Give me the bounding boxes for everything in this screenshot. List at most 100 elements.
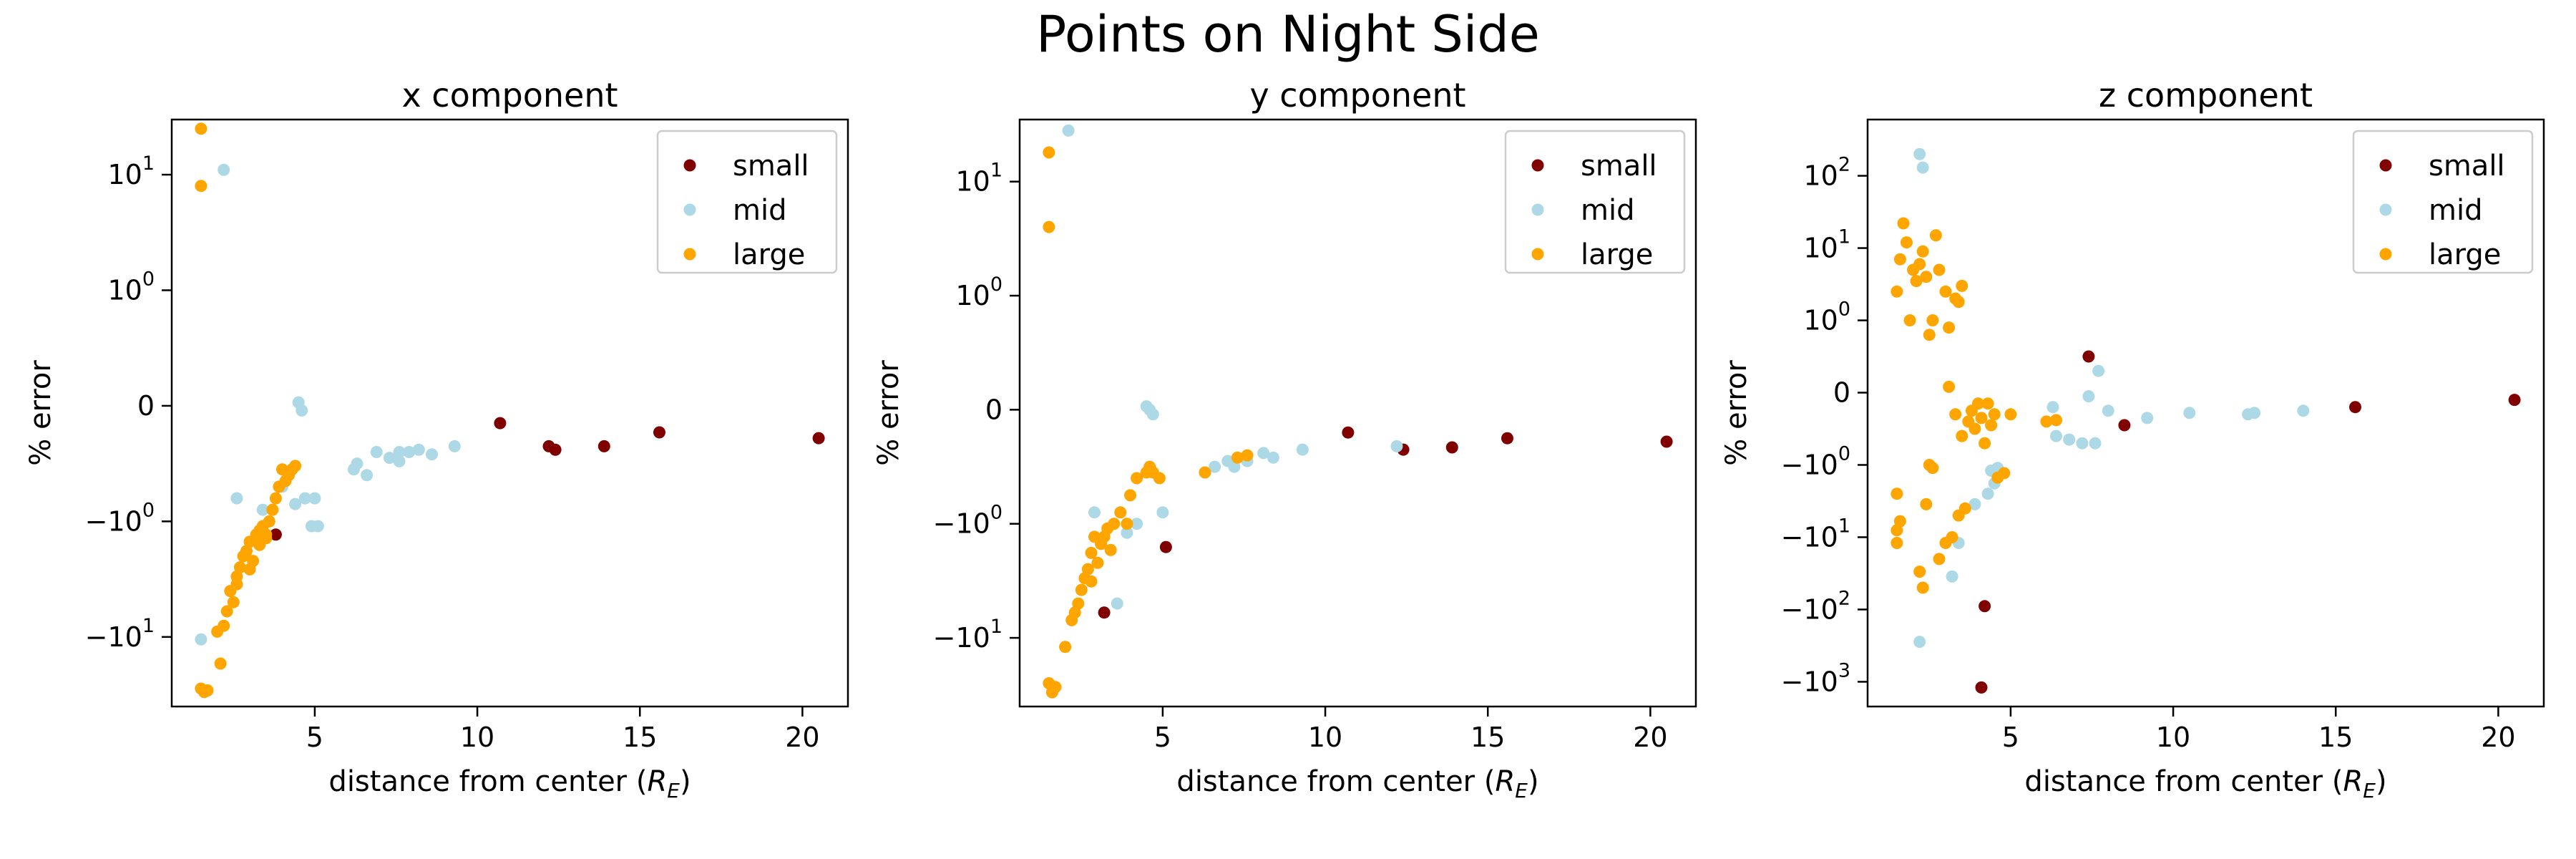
point-large bbox=[1972, 397, 1984, 410]
legend-label-large: large bbox=[733, 238, 805, 271]
point-mid bbox=[1156, 506, 1169, 519]
point-mid bbox=[2076, 437, 2089, 450]
point-mid bbox=[2183, 407, 2196, 419]
legend-label-mid: mid bbox=[1581, 194, 1634, 227]
panel-2: y component 5 10 15 20 101 100 0 −100 −101 distanc… bbox=[872, 76, 1697, 802]
y-tick-label: 0 bbox=[137, 390, 155, 422]
point-large bbox=[1901, 236, 1913, 249]
point-large bbox=[260, 532, 273, 545]
point-small bbox=[597, 440, 610, 452]
y-tick-label: 100 bbox=[1803, 299, 1850, 336]
point-large bbox=[1933, 553, 1946, 566]
legend-marker-mid bbox=[683, 203, 696, 216]
x-tick-label: 15 bbox=[623, 722, 657, 753]
point-large bbox=[1949, 408, 1962, 421]
point-large bbox=[1958, 502, 1971, 515]
point-large bbox=[1085, 575, 1098, 588]
point-large bbox=[240, 545, 253, 558]
point-mid bbox=[370, 446, 383, 458]
point-mid bbox=[2297, 404, 2310, 417]
legend: small mid large bbox=[656, 130, 838, 274]
point-small bbox=[2508, 394, 2521, 407]
point-small bbox=[1975, 681, 1988, 694]
point-mid bbox=[426, 448, 438, 461]
legend-label-small: small bbox=[733, 150, 809, 183]
point-mid bbox=[1228, 460, 1241, 473]
point-large bbox=[1049, 681, 1062, 694]
x-tick-label: 20 bbox=[1633, 722, 1667, 753]
point-small bbox=[1501, 432, 1513, 445]
scatter-points bbox=[195, 122, 825, 699]
point-large bbox=[1981, 397, 1994, 410]
point-mid bbox=[2063, 433, 2076, 446]
point-large bbox=[1926, 462, 1939, 475]
point-small bbox=[1660, 435, 1673, 448]
y-tick-label: 101 bbox=[107, 152, 155, 190]
point-mid bbox=[448, 440, 461, 452]
point-mid bbox=[1968, 498, 1981, 510]
point-mid bbox=[1913, 147, 1926, 160]
panel-1: x component 5 10 15 20 101 100 0 −100 −101 distanc… bbox=[24, 76, 849, 802]
point-large bbox=[1916, 245, 1929, 258]
point-mid bbox=[311, 520, 324, 533]
legend-label-large: large bbox=[2429, 238, 2501, 271]
point-large bbox=[1153, 472, 1166, 485]
legend: small mid large bbox=[2352, 130, 2534, 274]
y-tick-label: −101 bbox=[933, 616, 1002, 654]
point-small bbox=[653, 426, 665, 439]
point-large bbox=[1975, 412, 1988, 424]
point-mid bbox=[2141, 412, 2154, 424]
point-large bbox=[2004, 408, 2017, 421]
legend-box bbox=[656, 130, 838, 274]
x-tick-label: 10 bbox=[1308, 722, 1342, 753]
point-small bbox=[1979, 600, 1991, 613]
axes-frame bbox=[1018, 118, 1697, 708]
x-tick-label: 5 bbox=[1154, 722, 1171, 753]
legend-box bbox=[2352, 130, 2534, 274]
y-tick-label: −101 bbox=[85, 615, 155, 653]
y-tick-label: 0 bbox=[985, 394, 1002, 425]
point-large bbox=[1943, 321, 1956, 334]
axes-frame bbox=[170, 118, 849, 708]
point-mid bbox=[1146, 408, 1159, 421]
point-large bbox=[1081, 563, 1094, 576]
panel-title: x component bbox=[401, 76, 618, 115]
y-axis-label: % error bbox=[1720, 360, 1753, 466]
legend-label-small: small bbox=[1581, 150, 1657, 183]
point-large bbox=[1043, 220, 1055, 233]
point-large bbox=[1956, 430, 1968, 442]
x-tick-label: 5 bbox=[306, 722, 323, 753]
point-large bbox=[201, 684, 214, 697]
point-small bbox=[549, 443, 562, 456]
point-mid bbox=[1296, 443, 1309, 456]
point-large bbox=[263, 515, 275, 528]
point-large bbox=[195, 180, 208, 193]
y-tick-label: 0 bbox=[1833, 377, 1850, 409]
point-mid bbox=[2089, 437, 2102, 450]
point-large bbox=[1890, 487, 1903, 500]
point-large bbox=[1920, 271, 1933, 283]
point-mid bbox=[2248, 407, 2261, 419]
point-mid bbox=[218, 163, 230, 176]
point-mid bbox=[2092, 364, 2105, 377]
point-large bbox=[214, 657, 227, 670]
x-axis-label: distance from center (RE) bbox=[2024, 765, 2386, 802]
point-large bbox=[1910, 275, 1923, 288]
point-mid bbox=[1088, 506, 1101, 519]
point-mid bbox=[230, 492, 243, 505]
point-large bbox=[289, 460, 302, 472]
point-small bbox=[2118, 419, 2131, 432]
y-tick-label: −100 bbox=[933, 502, 1002, 540]
point-large bbox=[1988, 408, 2001, 421]
point-large bbox=[1946, 531, 1958, 543]
x-tick-label: 20 bbox=[785, 722, 819, 753]
axes-frame bbox=[1866, 118, 2545, 708]
point-large bbox=[1903, 314, 1916, 326]
point-large bbox=[1956, 279, 1968, 292]
panels: x component 5 10 15 20 101 100 0 −100 −101 distanc… bbox=[24, 76, 2545, 802]
legend-marker-mid bbox=[1531, 203, 1544, 216]
point-large bbox=[1916, 581, 1929, 594]
point-mid bbox=[289, 498, 302, 510]
x-axis-label: distance from center (RE) bbox=[1176, 765, 1538, 802]
